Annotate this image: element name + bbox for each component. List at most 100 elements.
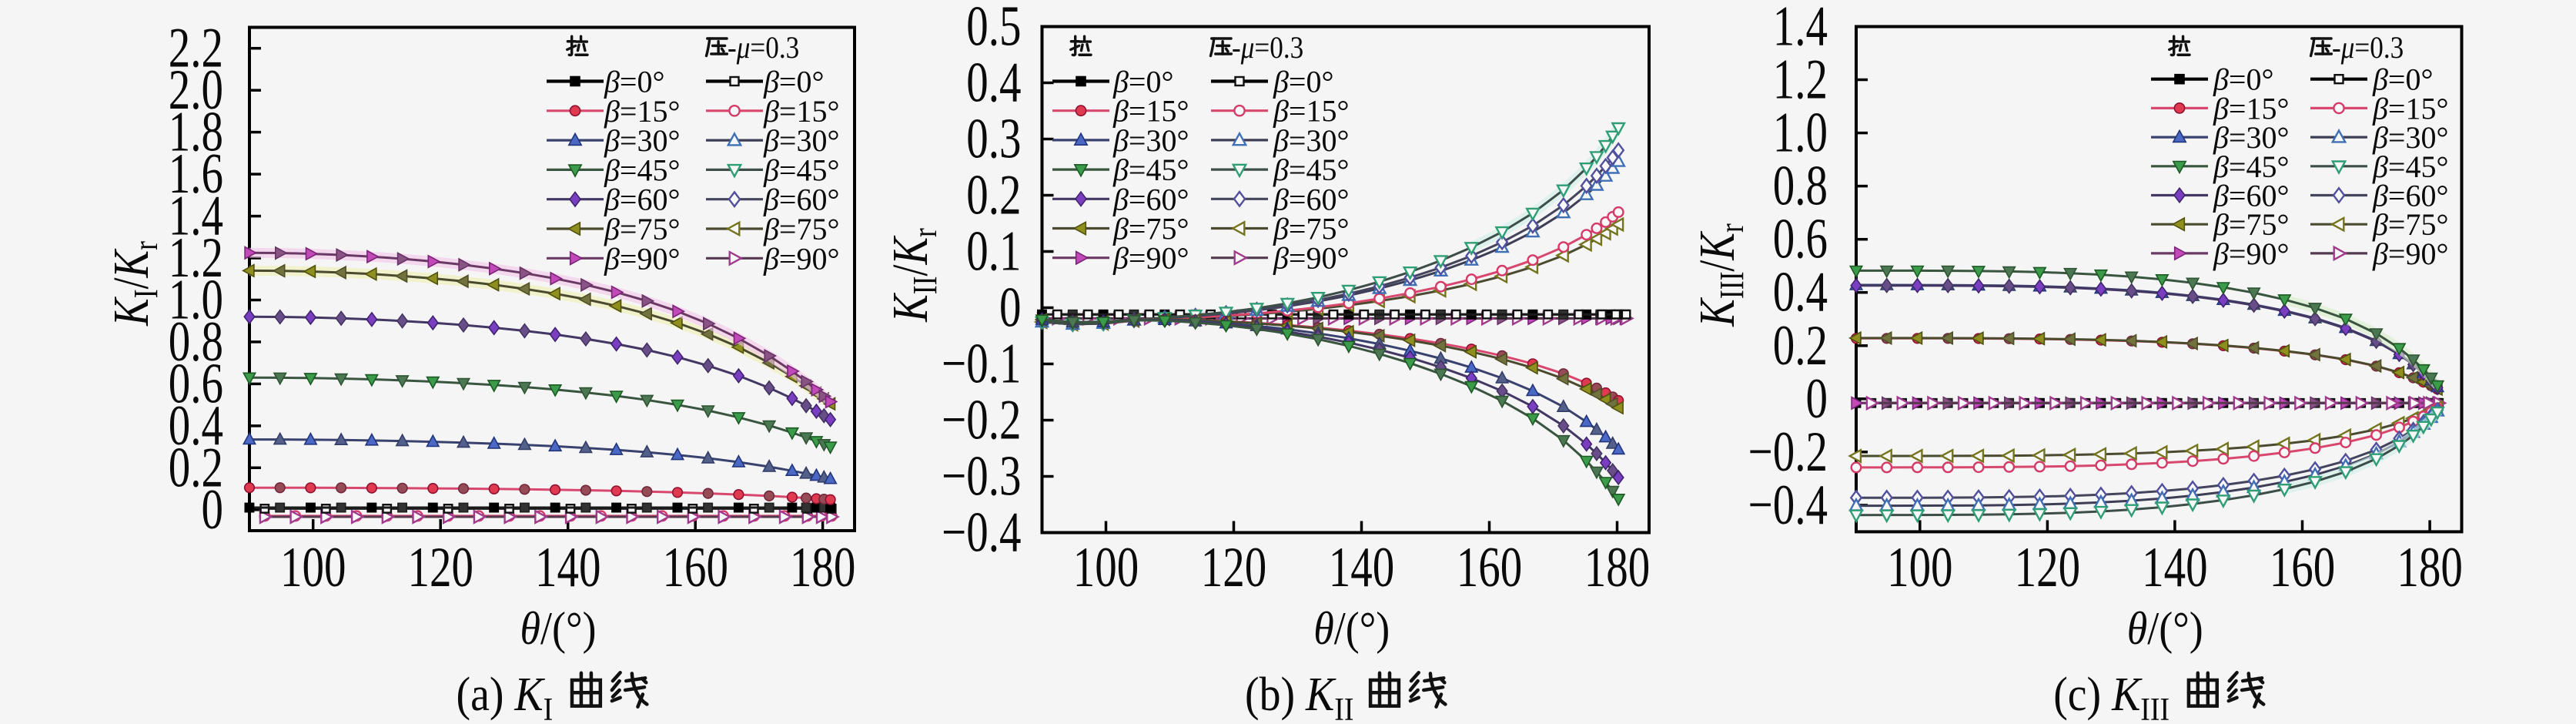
svg-text:β=15°: β=15° [2372, 91, 2448, 126]
svg-text:θ/(°): θ/(°) [1313, 603, 1390, 654]
svg-text:0.6: 0.6 [169, 352, 223, 415]
svg-text:0: 0 [1806, 367, 1828, 431]
svg-text:100: 100 [1073, 536, 1139, 599]
svg-text:β=90°: β=90° [1112, 241, 1189, 276]
svg-text:β=45°: β=45° [2213, 149, 2289, 184]
svg-text:0.8: 0.8 [1773, 155, 1828, 218]
svg-text:β=15°: β=15° [763, 94, 839, 129]
svg-text:1.0: 1.0 [1773, 102, 1828, 165]
svg-text:−0.2: −0.2 [942, 389, 1021, 452]
svg-text:160: 160 [1457, 536, 1522, 599]
svg-text:β=90°: β=90° [1273, 241, 1349, 276]
svg-text:120: 120 [407, 536, 473, 599]
svg-text:0.4: 0.4 [169, 394, 223, 458]
svg-text:100: 100 [280, 536, 346, 599]
svg-text:β=45°: β=45° [1112, 153, 1189, 187]
svg-text:(b) KII: (b) KII [1245, 667, 1353, 724]
svg-text:β=30°: β=30° [604, 123, 680, 158]
svg-text:β=45°: β=45° [763, 153, 839, 187]
svg-text:180: 180 [2397, 536, 2462, 599]
svg-text:β=0°: β=0° [1112, 65, 1173, 99]
svg-text:β=15°: β=15° [1112, 94, 1189, 129]
svg-text:0.8: 0.8 [169, 310, 223, 374]
svg-text:β=0°: β=0° [604, 65, 664, 99]
svg-text:140: 140 [1329, 536, 1394, 599]
svg-text:−0.1: −0.1 [942, 333, 1021, 396]
svg-text:β=45°: β=45° [2372, 149, 2448, 184]
svg-text:-μ=0.3: -μ=0.3 [1232, 31, 1303, 65]
svg-text:β=60°: β=60° [1273, 182, 1349, 216]
svg-text:0.1: 0.1 [966, 220, 1021, 283]
svg-text:β=0°: β=0° [1273, 65, 1333, 99]
svg-text:β=30°: β=30° [2213, 120, 2289, 155]
svg-text:−0.2: −0.2 [1748, 421, 1828, 484]
svg-text:100: 100 [1887, 536, 1952, 599]
svg-text:(c) KIII: (c) KIII [2053, 667, 2170, 724]
svg-text:−0.3: −0.3 [942, 445, 1021, 508]
svg-text:β=60°: β=60° [2213, 179, 2289, 213]
svg-text:KIII/Kr: KIII/Kr [1688, 223, 1751, 327]
svg-text:0.3: 0.3 [966, 108, 1021, 171]
svg-text:β=75°: β=75° [763, 212, 839, 246]
svg-text:0.4: 0.4 [966, 52, 1021, 115]
svg-text:0.5: 0.5 [966, 0, 1021, 58]
svg-text:β=30°: β=30° [1273, 123, 1349, 158]
svg-text:1.4: 1.4 [1773, 0, 1828, 58]
svg-text:−0.4: −0.4 [942, 501, 1021, 565]
svg-text:β=15°: β=15° [1273, 94, 1349, 129]
svg-text:β=0°: β=0° [2372, 62, 2433, 97]
svg-text:β=45°: β=45° [604, 153, 680, 187]
svg-text:β=30°: β=30° [2372, 120, 2448, 155]
svg-text:0: 0 [202, 478, 223, 541]
svg-text:140: 140 [2142, 536, 2207, 599]
svg-text:β=45°: β=45° [1273, 153, 1349, 187]
svg-text:1.2: 1.2 [1773, 49, 1828, 112]
svg-text:0.2: 0.2 [1773, 314, 1828, 377]
svg-text:0.6: 0.6 [1773, 208, 1828, 271]
svg-text:β=90°: β=90° [763, 241, 839, 276]
svg-text:2.2: 2.2 [169, 17, 223, 80]
svg-text:θ/(°): θ/(°) [2127, 603, 2203, 654]
svg-text:KI/Kr: KI/Kr [102, 241, 165, 327]
svg-text:1.6: 1.6 [169, 142, 223, 206]
svg-text:2.0: 2.0 [169, 59, 223, 122]
svg-text:β=30°: β=30° [763, 123, 839, 158]
svg-text:0.2: 0.2 [169, 436, 223, 499]
svg-text:0.2: 0.2 [966, 164, 1021, 227]
svg-text:120: 120 [1201, 536, 1266, 599]
svg-text:β=75°: β=75° [2213, 207, 2289, 242]
svg-text:β=15°: β=15° [2213, 91, 2289, 126]
svg-text:β=0°: β=0° [2213, 62, 2273, 97]
svg-text:(a) KI: (a) KI [457, 667, 554, 724]
svg-text:1.4: 1.4 [169, 185, 223, 248]
svg-text:0.4: 0.4 [1773, 261, 1828, 324]
svg-text:1.2: 1.2 [169, 226, 223, 290]
svg-text:β=90°: β=90° [604, 241, 680, 276]
svg-text:β=75°: β=75° [1112, 212, 1189, 246]
svg-text:140: 140 [535, 536, 601, 599]
svg-text:β=30°: β=30° [1112, 123, 1189, 158]
svg-text:120: 120 [2015, 536, 2080, 599]
svg-text:β=60°: β=60° [604, 183, 680, 217]
svg-text:-μ=0.3: -μ=0.3 [728, 31, 799, 65]
svg-text:−0.4: −0.4 [1748, 474, 1828, 537]
svg-text:β=0°: β=0° [763, 65, 824, 99]
svg-text:180: 180 [790, 536, 855, 599]
svg-text:160: 160 [662, 536, 728, 599]
svg-text:β=15°: β=15° [604, 94, 680, 129]
svg-text:160: 160 [2270, 536, 2335, 599]
svg-text:β=90°: β=90° [2213, 236, 2289, 271]
svg-text:180: 180 [1584, 536, 1650, 599]
svg-text:1.8: 1.8 [169, 101, 223, 164]
svg-text:1.0: 1.0 [169, 269, 223, 332]
svg-text:β=75°: β=75° [2372, 207, 2448, 242]
svg-text:β=60°: β=60° [2372, 179, 2448, 213]
svg-text:β=60°: β=60° [763, 183, 839, 217]
svg-text:-μ=0.3: -μ=0.3 [2332, 31, 2404, 65]
svg-text:0: 0 [999, 277, 1021, 340]
svg-text:β=75°: β=75° [604, 212, 680, 246]
svg-text:β=75°: β=75° [1273, 212, 1349, 246]
svg-text:β=90°: β=90° [2372, 236, 2448, 271]
svg-text:β=60°: β=60° [1112, 182, 1189, 216]
svg-text:θ/(°): θ/(°) [520, 603, 596, 654]
